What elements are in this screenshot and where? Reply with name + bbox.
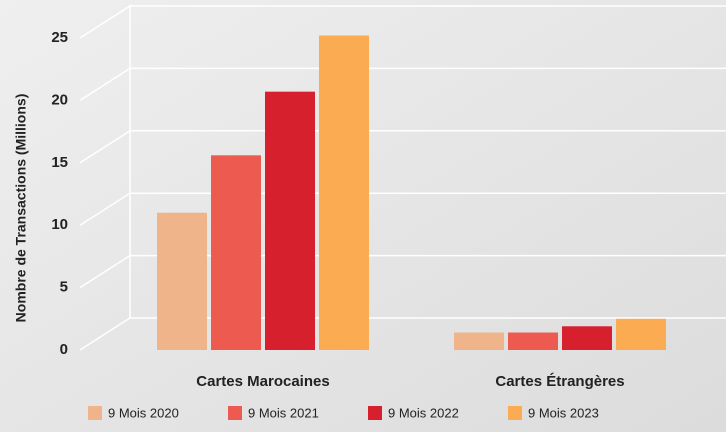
y-axis-label: Nombre de Transactions (Millions) [13, 94, 29, 323]
legend-label: 9 Mois 2022 [388, 405, 459, 420]
bar [319, 35, 369, 351]
grid-line [79, 254, 726, 289]
grid-line [79, 67, 726, 102]
grid-line [79, 317, 726, 351]
legend-label: 9 Mois 2021 [248, 405, 319, 420]
x-tick-label: Cartes Étrangères [495, 373, 624, 390]
y-tick-label: 25 [51, 29, 68, 46]
legend-swatch [508, 406, 522, 420]
grid-line [79, 192, 726, 226]
y-tick-label: 5 [60, 279, 68, 296]
bar [211, 155, 261, 350]
legend-swatch [88, 406, 102, 420]
grid-line [79, 130, 726, 164]
x-tick-label: Cartes Marocaines [196, 373, 329, 390]
bar [157, 212, 207, 350]
legend-label: 9 Mois 2023 [528, 405, 599, 420]
bar [562, 326, 612, 350]
legend-label: 9 Mois 2020 [108, 405, 179, 420]
y-tick-label: 20 [51, 91, 68, 108]
bar [616, 318, 666, 350]
y-tick-label: 0 [60, 341, 68, 358]
y-tick-label: 15 [51, 154, 68, 171]
grid-line [79, 5, 726, 39]
y-tick-label: 10 [51, 216, 68, 233]
legend-swatch [228, 406, 242, 420]
bar [508, 332, 558, 350]
legend-swatch [368, 406, 382, 420]
bar [454, 332, 504, 350]
bar [265, 91, 315, 350]
